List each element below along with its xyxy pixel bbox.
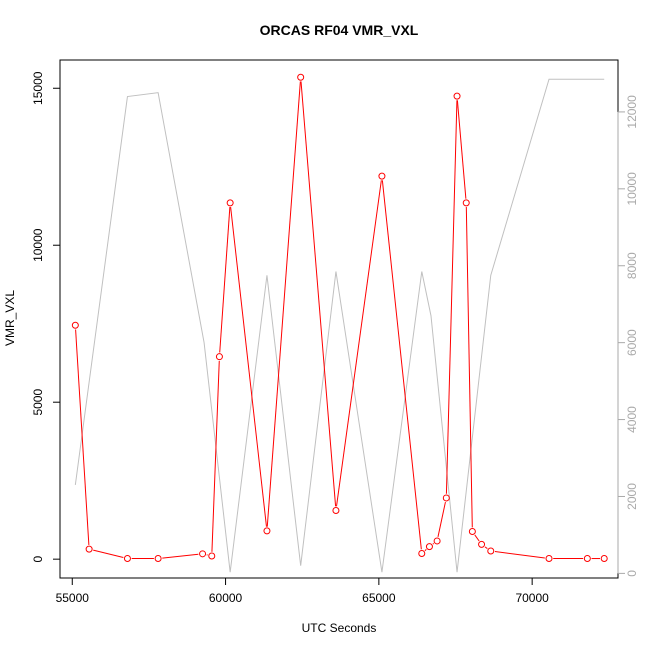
bottom-tick-label: 70000 [515,591,549,605]
series-primary-segment [474,534,480,542]
series-primary-point [263,527,271,535]
series-primary-point [425,543,433,551]
series-primary-point [462,199,470,207]
right-axis: 0 2000 4000 6000 8000 10000 12000 [617,95,639,577]
series-primary-segment [445,100,458,494]
series-primary-point [478,540,486,548]
series-primary-segment [424,549,427,552]
bottom-tick-label: 65000 [362,591,396,605]
series-primary-segment [75,329,90,545]
series-primary-point [583,555,591,563]
series-primary-segment [437,501,446,537]
right-tick-label: 4000 [625,406,639,433]
series-primary-segment [211,360,220,552]
series-primary-segment [494,551,545,559]
series-primary-segment [432,543,435,545]
series-primary-point [199,550,207,558]
series-primary-segment [266,81,301,527]
series-primary-segment [456,100,467,199]
series-primary-point [418,550,426,558]
series-primary-point [332,507,340,515]
series-primary-segment [336,180,382,507]
series-primary-segment [230,206,267,527]
bottom-tick-label: 55000 [56,591,90,605]
series-primary-point [85,545,93,553]
y-axis-label: VMR_VXL [3,290,17,346]
series-primary [71,73,608,563]
series-primary-point [123,555,131,563]
series-primary-point [453,92,461,100]
left-tick-label: 5000 [31,389,45,416]
series-primary-point [297,73,305,81]
right-tick-label: 8000 [625,252,639,279]
left-axis: 0 5000 10000 15000 [31,71,60,563]
series-primary-segment [300,81,337,507]
bottom-axis: 55000 60000 65000 70000 [56,578,549,605]
series-primary-point [545,555,553,563]
series-primary-point [378,172,386,180]
right-tick-label: 0 [625,570,639,577]
series-primary-segment [465,207,473,528]
series-primary-point [487,547,495,555]
series-primary-point [433,537,441,545]
right-tick-label: 10000 [625,172,639,206]
series-primary-point [208,552,216,560]
left-tick-label: 15000 [31,71,45,105]
left-tick-label: 0 [31,556,45,563]
right-tick-label: 6000 [625,329,639,356]
chart-title: ORCAS RF04 VMR_VXL [260,22,419,38]
bottom-tick-label: 60000 [209,591,243,605]
left-tick-label: 10000 [31,228,45,262]
series-primary-segment [484,546,488,549]
series-primary-segment [219,206,231,353]
right-tick-label: 12000 [625,95,639,129]
series-secondary [74,78,605,573]
series-primary-point [71,321,79,329]
series-primary-point [600,555,608,563]
series-primary-point [215,353,223,361]
series-primary-segment [381,180,422,550]
plot-frame [59,59,619,579]
series-primary-segment [93,549,124,559]
series-primary-point [154,555,162,563]
series-primary-point [468,528,476,536]
series-secondary-line [74,78,605,573]
series-primary-point [442,494,450,502]
x-axis-label: UTC Seconds [302,621,377,635]
series-primary-point [226,199,234,207]
right-tick-label: 2000 [625,483,639,510]
series-primary-segment [162,553,199,559]
